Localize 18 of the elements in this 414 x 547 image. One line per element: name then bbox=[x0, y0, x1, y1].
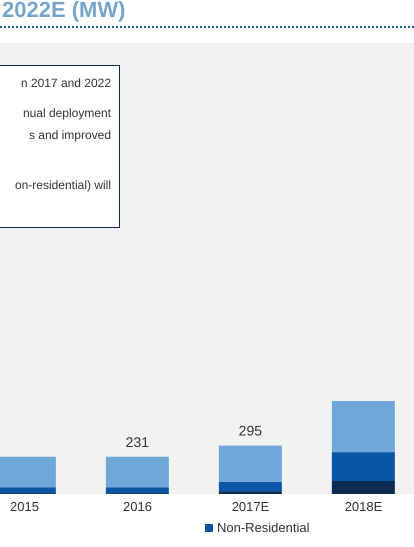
bar bbox=[332, 480, 395, 494]
text: s and improved bbox=[28, 128, 111, 142]
chart-title: 2022E (MW) bbox=[2, 0, 126, 23]
text: nual deployment bbox=[22, 106, 111, 120]
text: n 2017 and 2022 bbox=[20, 76, 111, 90]
bar bbox=[218, 491, 282, 494]
annotation: 295 bbox=[238, 422, 262, 439]
legend-label: Non-Residential bbox=[217, 520, 310, 535]
bar bbox=[332, 452, 395, 481]
x-tick-label: 2016 bbox=[123, 499, 152, 514]
x-tick-label: 2015 bbox=[10, 499, 39, 514]
text: on-residential) will bbox=[14, 178, 111, 192]
bar bbox=[332, 401, 395, 452]
annotation: 231 bbox=[126, 434, 150, 450]
x-tick-label: 2017E bbox=[232, 499, 270, 514]
x-tick-label: 2018E bbox=[344, 499, 383, 514]
bar bbox=[218, 446, 282, 482]
bar bbox=[218, 482, 282, 492]
